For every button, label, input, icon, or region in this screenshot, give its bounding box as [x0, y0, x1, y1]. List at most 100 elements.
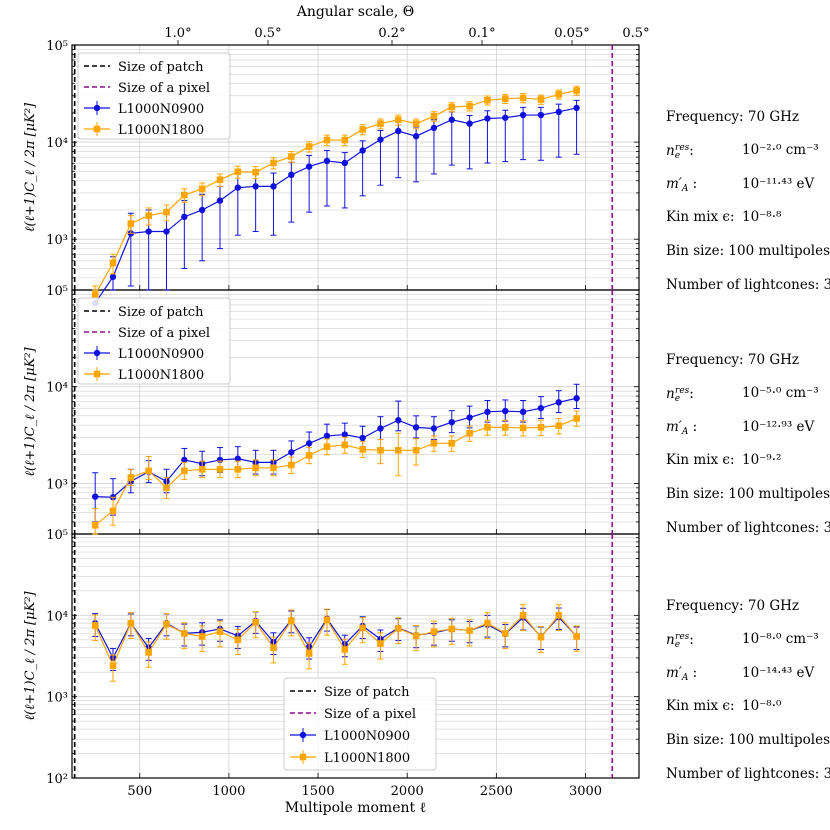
data-point — [484, 619, 491, 627]
y-tick-label: 10⁴ — [46, 381, 68, 396]
y-tick-label: 10⁵ — [46, 528, 68, 543]
data-point — [359, 446, 366, 453]
legend-label-pixel: Size of a pixel — [118, 326, 210, 341]
data-point — [466, 414, 473, 421]
series-L1000N1800 — [91, 410, 580, 535]
data-point — [252, 464, 259, 472]
data-point — [145, 228, 152, 235]
y-tick-label: 10⁴ — [46, 136, 68, 151]
data-point — [395, 417, 402, 424]
data-point — [305, 163, 313, 170]
data-point — [377, 447, 384, 454]
data-point — [288, 617, 295, 624]
data-point — [252, 168, 259, 176]
legend: Size of patch Size of a pixel L1000N0900 L1… — [283, 677, 437, 771]
data-point — [234, 184, 242, 191]
y-tick-label: 10⁵ — [46, 39, 68, 54]
bin-size-text: Bin size: 100 multipoles — [666, 486, 830, 502]
data-point — [519, 424, 527, 432]
data-layer — [73, 45, 614, 778]
ne-value: 10⁻⁸·⁰ cm⁻³ — [742, 631, 819, 647]
data-point — [537, 96, 545, 103]
data-point — [377, 640, 384, 647]
kin-mix-value: 10⁻⁸·⁸ — [742, 209, 782, 225]
data-point — [163, 228, 170, 235]
data-point — [234, 636, 242, 644]
legend-label-pixel: Size of a pixel — [118, 81, 210, 96]
y-tick-label: 10³ — [46, 691, 68, 706]
data-point — [412, 447, 420, 454]
data-point — [109, 259, 117, 267]
data-point — [323, 432, 331, 440]
y-tick-label: 10⁴ — [46, 609, 68, 624]
ne-value: 10⁻⁵·⁰ cm⁻³ — [742, 385, 819, 401]
data-point — [573, 633, 580, 640]
lightcones-text: Number of lightcones: 3 — [666, 766, 830, 782]
data-point — [323, 443, 331, 450]
data-point — [341, 431, 349, 438]
data-point — [359, 126, 366, 133]
data-point — [484, 115, 491, 122]
legend-box — [283, 677, 437, 771]
data-point — [501, 424, 509, 431]
data-point — [91, 493, 99, 500]
y-axis-label-text: ℓ(ℓ+1)C_ℓ / 2π [μK²] — [23, 347, 38, 477]
data-point — [377, 120, 384, 127]
data-point — [555, 91, 563, 98]
ne-label: neres: — [666, 632, 694, 650]
lightcones-text: Number of lightcones: 3 — [666, 520, 830, 536]
legend-marker — [93, 125, 101, 133]
data-point — [519, 94, 527, 102]
data-point — [109, 662, 117, 670]
data-point — [341, 136, 349, 144]
data-point — [412, 632, 420, 640]
legend-label-s1: L1000N0900 — [324, 729, 410, 744]
top-tick-label: 0.5° — [622, 26, 649, 41]
kin-mix-label: Kin mix ϵ: — [666, 452, 735, 468]
data-point — [109, 273, 117, 281]
top-tick-label: 0.1° — [468, 26, 495, 41]
data-point — [502, 114, 509, 121]
data-point — [359, 624, 366, 632]
data-point — [216, 176, 224, 184]
data-point — [145, 649, 152, 656]
data-point — [519, 612, 527, 619]
top-tick-label: 0.05° — [554, 26, 589, 41]
data-point — [198, 185, 206, 193]
data-point — [163, 620, 170, 628]
data-point — [270, 183, 277, 190]
y-axis-label-text: ℓ(ℓ+1)C_ℓ / 2π [μK²] — [23, 591, 38, 721]
data-point — [555, 108, 562, 116]
ne-label: neres: — [666, 143, 694, 161]
ma-value: 10⁻¹⁴·⁴³ eV — [742, 665, 815, 681]
lightcones-text: Number of lightcones: 3 — [666, 277, 830, 293]
ma-value: 10⁻¹¹·⁴³ eV — [742, 176, 815, 192]
data-point — [394, 116, 402, 124]
data-point — [323, 157, 331, 165]
data-point — [341, 159, 349, 167]
series-L1000N1800 — [91, 604, 580, 682]
data-point — [127, 220, 135, 227]
data-point — [341, 441, 349, 449]
data-point — [252, 183, 259, 190]
data-point — [145, 467, 152, 475]
data-point — [484, 408, 491, 416]
data-point — [181, 213, 188, 221]
data-point — [109, 507, 117, 515]
frequency-text: Frequency: 70 GHz — [666, 352, 799, 368]
data-point — [573, 395, 580, 402]
data-point — [394, 625, 402, 632]
data-point — [537, 424, 545, 431]
data-point — [305, 440, 313, 447]
x-tick-label: 1000 — [212, 784, 245, 799]
data-point — [394, 447, 402, 454]
frequency-text: Frequency: 70 GHz — [666, 109, 799, 125]
legend-label-s2: L1000N1800 — [324, 751, 410, 766]
data-point — [537, 111, 545, 119]
data-point — [252, 619, 259, 626]
data-point — [234, 455, 242, 462]
data-point — [198, 633, 206, 640]
data-point — [181, 630, 188, 637]
data-point — [145, 212, 152, 219]
y-tick-label: 10³ — [46, 233, 68, 248]
